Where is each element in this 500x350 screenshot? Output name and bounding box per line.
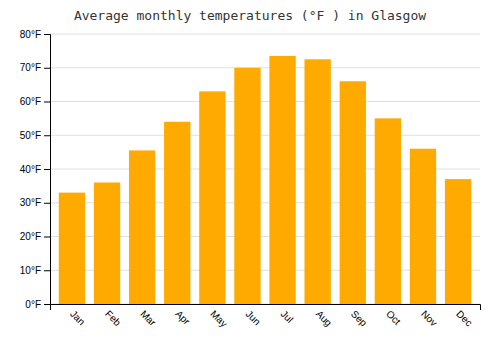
tick-label: Mar xyxy=(138,308,158,328)
x-tick: Nov xyxy=(419,308,439,328)
bar xyxy=(129,150,155,304)
tick-label: Apr xyxy=(173,308,192,327)
tick-mark xyxy=(44,102,50,103)
tick-label: Jul xyxy=(279,308,296,325)
x-tick: Jul xyxy=(279,308,296,325)
bar xyxy=(445,179,471,304)
tick-label: Sep xyxy=(349,308,370,329)
x-tick: Sep xyxy=(349,308,370,329)
x-tick: Apr xyxy=(173,308,192,327)
bar xyxy=(94,183,120,305)
bar xyxy=(340,81,366,304)
tick-mark xyxy=(44,304,50,305)
y-axis: 0°F 10°F 20°F 30°F 40°F 50°F 60°F 70°F 80°F xyxy=(20,29,51,310)
y-tick: 50°F xyxy=(20,130,50,141)
bar xyxy=(199,91,225,304)
tick-label: Jun xyxy=(244,308,263,327)
tick-label: 80°F xyxy=(20,29,41,40)
y-tick: 80°F xyxy=(20,29,50,40)
tick-label: 20°F xyxy=(20,231,41,242)
bar xyxy=(269,56,295,304)
axis-domain xyxy=(51,305,481,311)
x-tick: May xyxy=(208,308,229,329)
bars xyxy=(59,56,471,304)
axis-domain xyxy=(44,35,51,305)
x-tick: Aug xyxy=(314,308,334,328)
tick-mark xyxy=(44,68,50,69)
tick-label: 40°F xyxy=(20,164,41,175)
y-tick: 20°F xyxy=(20,231,50,242)
x-tick: Mar xyxy=(138,308,158,328)
x-tick: Jun xyxy=(244,308,263,327)
tick-mark xyxy=(44,169,50,170)
tick-label: 30°F xyxy=(20,197,41,208)
bar xyxy=(164,122,190,304)
tick-mark xyxy=(44,203,50,204)
y-tick: 70°F xyxy=(20,62,50,73)
tick-mark xyxy=(44,270,50,271)
y-tick: 0°F xyxy=(25,299,50,310)
chart-title: Average monthly temperatures (°F ) in Gl… xyxy=(74,8,426,23)
tick-mark xyxy=(44,135,50,136)
tick-label: Dec xyxy=(454,308,474,328)
tick-label: 0°F xyxy=(25,299,41,310)
grid-line xyxy=(50,34,480,35)
tick-label: May xyxy=(208,308,229,329)
x-axis: Jan Feb Mar Apr May Jun Jul Aug Sep Oct Nov Dec xyxy=(51,305,481,330)
bar xyxy=(59,193,85,304)
tick-label: 50°F xyxy=(20,130,41,141)
grid xyxy=(50,34,480,304)
tick-label: 60°F xyxy=(20,96,41,107)
chart-container: 0°F 10°F 20°F 30°F 40°F 50°F 60°F 70°F 80°F Jan Fe… xyxy=(0,0,500,350)
tick-mark xyxy=(44,237,50,238)
tick-label: Aug xyxy=(314,308,334,328)
tick-label: Oct xyxy=(384,308,403,327)
tick-label: 70°F xyxy=(20,62,41,73)
tick-label: Feb xyxy=(103,308,123,328)
plot-area: 0°F 10°F 20°F 30°F 40°F 50°F 60°F 70°F 80°F Jan Fe… xyxy=(20,29,481,330)
x-tick: Dec xyxy=(454,308,474,328)
bar xyxy=(234,68,260,304)
tick-label: 10°F xyxy=(20,265,41,276)
x-tick: Jan xyxy=(68,308,87,327)
bar xyxy=(375,118,401,304)
bar xyxy=(304,59,330,304)
y-tick: 10°F xyxy=(20,265,50,276)
y-tick: 60°F xyxy=(20,96,50,107)
x-tick: Feb xyxy=(103,308,123,328)
grid-line xyxy=(50,101,480,102)
grid-line xyxy=(50,135,480,136)
bar xyxy=(410,149,436,304)
y-tick: 30°F xyxy=(20,197,50,208)
y-tick: 40°F xyxy=(20,164,50,175)
grid-line xyxy=(50,67,480,68)
x-tick: Oct xyxy=(384,308,403,327)
chart-svg: 0°F 10°F 20°F 30°F 40°F 50°F 60°F 70°F 80°F Jan Fe… xyxy=(0,0,500,350)
tick-mark xyxy=(44,34,50,35)
tick-label: Jan xyxy=(68,308,87,327)
tick-label: Nov xyxy=(419,308,439,328)
